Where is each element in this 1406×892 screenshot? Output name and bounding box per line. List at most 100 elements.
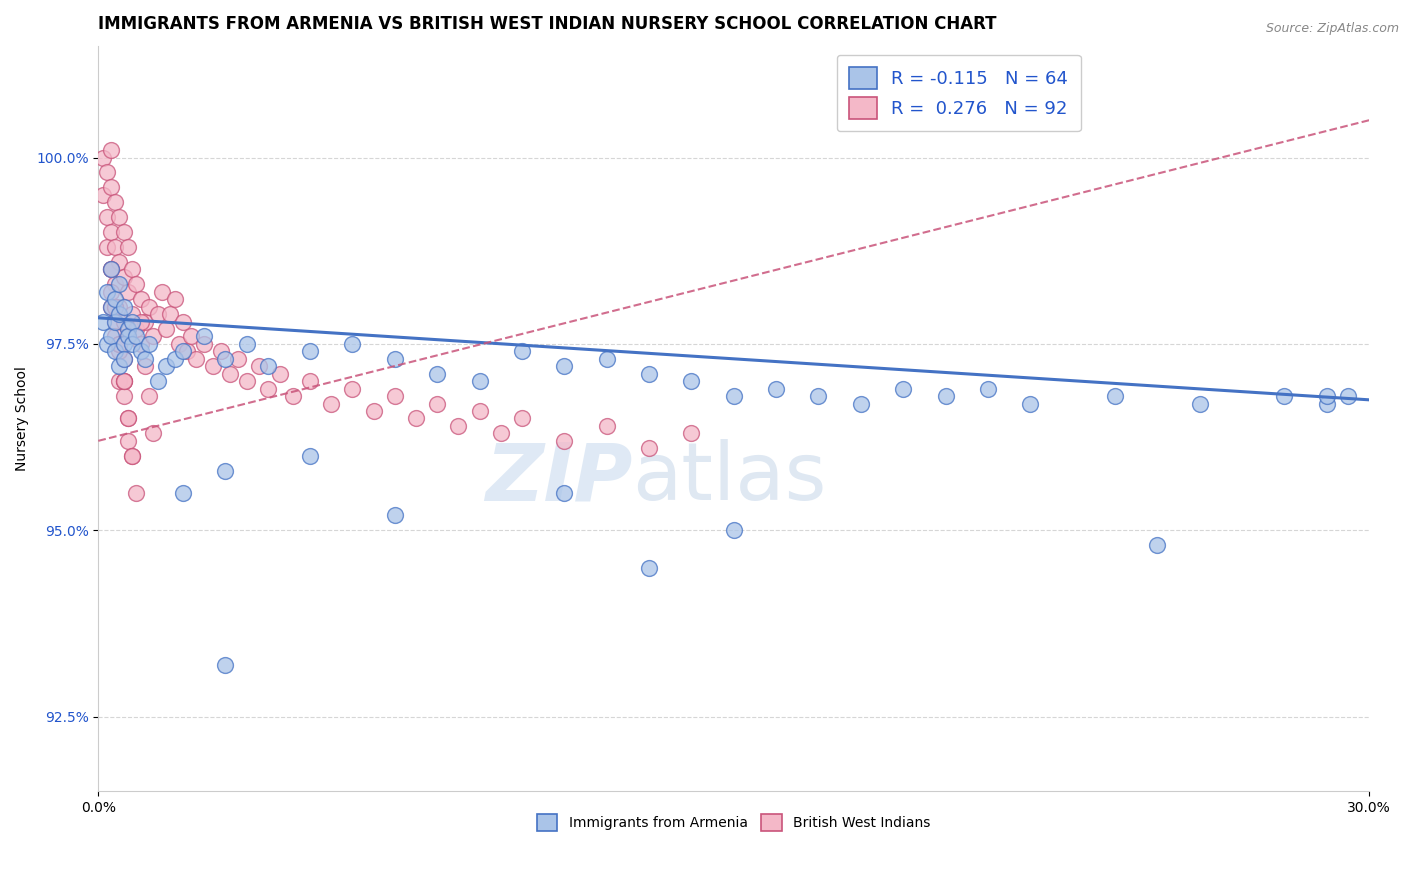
Point [1316,389,1339,403]
Point [176,344,198,359]
Text: IMMIGRANTS FROM ARMENIA VS BRITISH WEST INDIAN NURSERY SCHOOL CORRELATION CHART: IMMIGRANTS FROM ARMENIA VS BRITISH WEST … [98,15,997,33]
Point [1146,538,1168,552]
Point [100,285,122,299]
Point [108,337,131,351]
Point [100,300,122,314]
Point [269,367,291,381]
Point [134,359,156,374]
Point [117,240,139,254]
Point [405,411,427,425]
Point [163,292,186,306]
Point [142,426,165,441]
Point [138,337,160,351]
Point [104,300,127,314]
Point [447,418,470,433]
Point [112,351,135,366]
Point [121,314,143,328]
Point [681,426,703,441]
Point [121,307,143,321]
Point [96,240,118,254]
Point [108,344,131,359]
Point [1019,396,1042,410]
Text: ZIP: ZIP [485,439,633,517]
Point [104,344,127,359]
Point [134,314,156,328]
Point [638,367,661,381]
Point [155,359,177,374]
Point [384,389,406,403]
Point [807,389,830,403]
Point [125,277,148,292]
Point [167,337,190,351]
Point [91,314,114,328]
Point [108,210,131,224]
Point [117,434,139,448]
Point [226,351,249,366]
Point [321,396,343,410]
Point [256,382,278,396]
Point [104,314,127,328]
Point [138,300,160,314]
Point [299,449,322,463]
Point [121,262,143,277]
Point [125,486,148,500]
Point [426,396,449,410]
Point [172,314,194,328]
Point [299,374,322,388]
Text: Source: ZipAtlas.com: Source: ZipAtlas.com [1265,22,1399,36]
Point [638,560,661,574]
Point [193,337,215,351]
Point [125,329,148,343]
Point [91,151,114,165]
Point [100,180,122,194]
Point [172,486,194,500]
Point [112,337,135,351]
Point [723,389,745,403]
Point [129,292,152,306]
Point [510,411,533,425]
Point [510,344,533,359]
Point [125,322,148,336]
Point [146,374,169,388]
Point [138,389,160,403]
Point [129,314,152,328]
Point [104,300,127,314]
Point [112,374,135,388]
Point [121,337,143,351]
Point [150,285,173,299]
Point [112,269,135,284]
Point [112,314,135,328]
Point [489,426,512,441]
Point [117,322,139,336]
Point [214,657,236,672]
Point [426,367,449,381]
Point [112,374,135,388]
Point [342,382,364,396]
Point [91,187,114,202]
Point [553,434,575,448]
Point [121,449,143,463]
Point [256,359,278,374]
Point [1316,396,1339,410]
Point [100,329,122,343]
Point [100,225,122,239]
Point [1188,396,1211,410]
Point [595,418,617,433]
Point [117,329,139,343]
Point [235,337,257,351]
Point [104,240,127,254]
Point [1274,389,1296,403]
Point [155,322,177,336]
Point [112,374,135,388]
Point [129,337,152,351]
Point [209,344,232,359]
Point [468,374,491,388]
Point [100,262,122,277]
Point [129,344,152,359]
Point [112,351,135,366]
Point [108,307,131,321]
Point [117,329,139,343]
Point [214,351,236,366]
Point [108,337,131,351]
Point [100,262,122,277]
